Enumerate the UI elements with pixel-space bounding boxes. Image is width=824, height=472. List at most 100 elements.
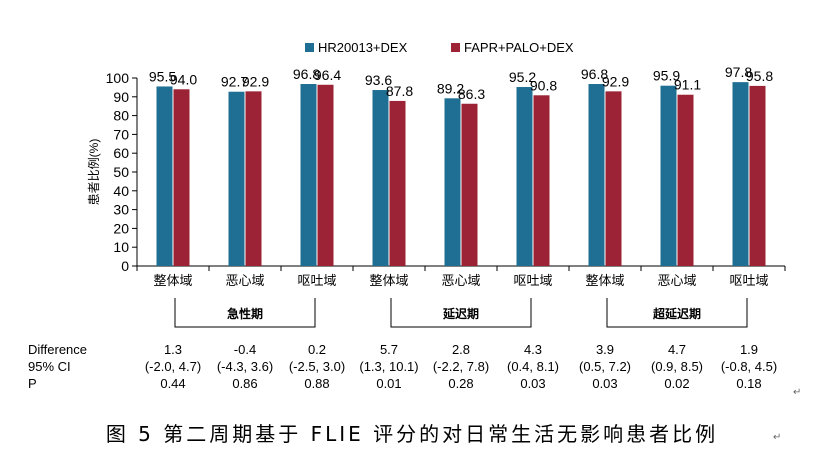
data-label: 92.7 — [221, 74, 248, 90]
legend-label: HR20013+DEX — [318, 40, 408, 55]
y-tick-label: 10 — [113, 239, 129, 255]
bar — [156, 86, 173, 267]
stat-p: 0.44 — [160, 376, 186, 391]
x-tick-label: 恶心域 — [225, 273, 264, 288]
bar — [228, 91, 245, 266]
data-label: 90.8 — [530, 77, 557, 93]
bar — [677, 94, 694, 267]
stat-p: 0.02 — [664, 376, 690, 391]
stat-ci: (-0.8, 4.5) — [720, 359, 778, 374]
x-tick-label: 恶心域 — [441, 273, 480, 288]
phase-bracket — [390, 298, 532, 328]
bar — [749, 85, 766, 267]
stat-p: 0.03 — [592, 376, 618, 391]
edit-mark-caption: ↵ — [773, 432, 782, 443]
data-label: 95.2 — [509, 69, 536, 85]
stat-difference: 4.7 — [667, 342, 687, 357]
legend: HR20013+DEX FAPR+PALO+DEX — [305, 40, 574, 55]
y-axis: 0 10 20 30 40 50 60 70 80 90 100 患者比例(%) 整体域 恶心域 呕吐域 整体… — [87, 70, 786, 288]
y-tick-label: 20 — [113, 220, 129, 236]
bar — [461, 103, 478, 266]
stat-ci: (-2.0, 4.7) — [144, 359, 202, 374]
bar — [533, 95, 550, 267]
bar — [372, 90, 389, 266]
p-label: P — [28, 376, 37, 391]
y-tick-label: 60 — [113, 145, 129, 161]
data-label: 95.5 — [149, 68, 176, 84]
bar — [444, 98, 461, 266]
stat-p: 0.03 — [520, 376, 546, 391]
data-label: 94.0 — [170, 71, 197, 87]
x-tick-label: 整体域 — [585, 273, 624, 288]
bar — [317, 84, 334, 266]
stat-difference: 2.8 — [451, 342, 471, 357]
phase-bracket — [174, 298, 316, 328]
y-tick-label: 100 — [106, 70, 130, 86]
bar — [660, 85, 677, 266]
data-label: 93.6 — [365, 72, 392, 88]
data-label: 86.3 — [458, 86, 485, 102]
y-axis-title: 患者比例(%) — [87, 139, 101, 206]
stat-ci: (1.3, 10.1) — [359, 359, 419, 374]
stat-difference: -0.4 — [233, 342, 257, 357]
stat-difference: 0.2 — [307, 342, 327, 357]
stat-p: 0.88 — [304, 376, 330, 391]
bars: 95.5 92.7 96.8 93.6 89.2 95.2 96.8 95.9 97.8 94.0… — [149, 64, 773, 267]
x-tick-label: 呕吐域 — [297, 273, 336, 288]
stat-p: 0.86 — [232, 376, 258, 391]
figure-caption: 图 5 第二周期基于 FLIE 评分的对日常生活无影响患者比例 — [105, 422, 719, 446]
data-label: 89.2 — [437, 80, 464, 96]
y-tick-label: 70 — [113, 126, 129, 142]
legend-label: FAPR+PALO+DEX — [464, 40, 574, 55]
stat-p: 0.28 — [448, 376, 474, 391]
data-label: 91.1 — [674, 77, 701, 93]
data-label: 87.8 — [386, 83, 413, 99]
stat-ci: (0.4, 8.1) — [506, 359, 560, 374]
y-tick-label: 40 — [113, 183, 129, 199]
legend-swatch — [305, 43, 314, 52]
x-tick-label: 呕吐域 — [513, 273, 552, 288]
bar — [389, 100, 406, 266]
difference-label: Difference — [28, 342, 88, 357]
y-tick-label: 50 — [113, 164, 129, 180]
phase-bracket — [606, 298, 748, 328]
stat-difference: 5.7 — [379, 342, 399, 357]
stat-difference: 1.9 — [739, 342, 759, 357]
data-label: 95.9 — [653, 68, 680, 84]
stat-ci: (0.9, 8.5) — [650, 359, 704, 374]
data-label: 96.4 — [314, 67, 341, 83]
bar — [300, 84, 317, 267]
phase-label: 急性期 — [227, 306, 263, 321]
bar — [588, 84, 605, 267]
bar — [245, 91, 262, 267]
x-tick-label: 整体域 — [369, 273, 408, 288]
stat-difference: 1.3 — [163, 342, 183, 357]
data-label: 92.9 — [242, 73, 269, 89]
x-tick-label: 呕吐域 — [729, 273, 768, 288]
stat-p: 0.18 — [736, 376, 762, 391]
phase-label: 延迟期 — [442, 306, 479, 321]
data-label: 96.8 — [293, 66, 320, 82]
data-label: 92.9 — [602, 73, 629, 89]
data-label: 96.8 — [581, 66, 608, 82]
stat-p: 0.01 — [376, 376, 402, 391]
stat-ci: (-2.2, 7.8) — [432, 359, 490, 374]
x-tick-label: 整体域 — [153, 273, 192, 288]
stat-ci: (-4.3, 3.6) — [216, 359, 274, 374]
ci-label: 95% CI — [28, 359, 71, 374]
stat-ci: (0.5, 7.2) — [578, 359, 632, 374]
bar — [173, 89, 190, 266]
y-tick-label: 30 — [113, 202, 129, 218]
legend-swatch — [451, 43, 460, 52]
stat-difference: 3.9 — [595, 342, 615, 357]
data-label: 97.8 — [725, 64, 752, 80]
phase-brackets: 急性期 延迟期 超延迟期 — [174, 298, 748, 328]
stat-difference: 4.3 — [523, 342, 543, 357]
phase-label: 超延迟期 — [652, 306, 701, 321]
bar — [605, 91, 622, 267]
y-tick-label: 90 — [113, 89, 129, 105]
edit-mark: ↵ — [793, 387, 802, 398]
bar — [732, 82, 749, 266]
bar — [516, 87, 533, 266]
